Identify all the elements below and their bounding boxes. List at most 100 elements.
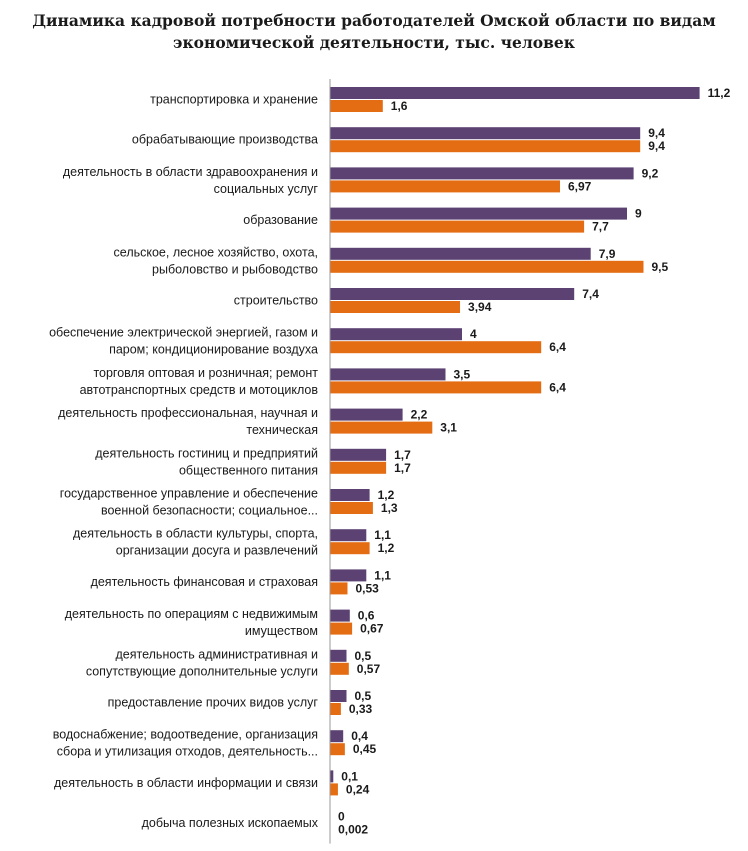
- data-label-series-2: 3,1: [440, 421, 457, 435]
- category-label-line: деятельность в области культуры, спорта,: [73, 527, 318, 541]
- chart-title-line-2: экономической деятельности, тыс. человек: [173, 33, 575, 52]
- category-label-line: имуществом: [245, 624, 318, 638]
- bar-series-1: [330, 167, 634, 180]
- category-label-line: образование: [243, 213, 318, 227]
- bar-series-1: [330, 448, 387, 461]
- data-label-series-1: 1,1: [374, 568, 391, 582]
- category-label: деятельность по операциям с недвижимым им…: [65, 607, 318, 638]
- bar-series-1: [330, 770, 334, 783]
- bar-series-2: [330, 622, 353, 635]
- category-label: транспортировка и хранение: [150, 93, 318, 107]
- data-label-series-2: 3,94: [468, 300, 492, 314]
- bar-series-1: [330, 529, 367, 542]
- category-label-line: государственное управление и обеспечение: [60, 487, 318, 501]
- category-label: водоснабжение; водоотведение, организаци…: [53, 728, 318, 759]
- data-label-series-1: 1,7: [394, 448, 411, 462]
- category-label-line: деятельность финансовая и страховая: [91, 575, 318, 589]
- category-label-line: автотранспортных средств и мотоциклов: [80, 383, 319, 397]
- chart-title-line-1: Динамика кадровой потребности работодате…: [32, 11, 716, 30]
- category-label-line: деятельность по операциям с недвижимым: [65, 607, 318, 621]
- bar-series-2: [330, 260, 644, 273]
- bar-series-2: [330, 783, 338, 796]
- category-label: деятельность финансовая и страховая: [91, 575, 318, 589]
- bar-series-2: [330, 341, 542, 354]
- bar-series-2: [330, 421, 433, 434]
- bar-series-1: [330, 730, 344, 743]
- bar-series-2: [330, 743, 345, 756]
- bar-series-2: [330, 542, 370, 555]
- category-label-line: сопутствующие дополнительные услуги: [86, 664, 318, 678]
- category-label-line: организации досуга и развлечений: [116, 544, 318, 558]
- data-label-series-2: 0,67: [360, 622, 384, 636]
- category-label-line: общественного питания: [179, 463, 318, 477]
- category-label: деятельность в области информации и связ…: [54, 776, 318, 790]
- data-label-series-2: 1,7: [394, 461, 411, 475]
- data-label-series-1: 9,4: [648, 126, 665, 140]
- data-label-series-2: 0,33: [349, 702, 373, 716]
- category-label-line: деятельность административная и: [116, 647, 319, 661]
- category-label-line: деятельность в области здравоохранения и: [63, 165, 318, 179]
- category-label: сельское, лесное хозяйство, охота, рыболо…: [114, 245, 319, 276]
- bar-series-1: [330, 649, 347, 662]
- data-label-series-1: 11,2: [708, 86, 731, 100]
- data-label-series-1: 7,9: [599, 247, 616, 261]
- category-label: государственное управление и обеспечение…: [60, 487, 318, 518]
- bar-series-2: [330, 301, 461, 313]
- category-label: деятельность в области культуры, спорта,…: [73, 527, 318, 558]
- bar-series-1: [330, 408, 403, 421]
- bar-series-1: [330, 127, 641, 140]
- bar-series-2: [330, 461, 387, 474]
- data-label-series-2: 9,5: [652, 260, 669, 274]
- data-label-series-1: 0,4: [351, 729, 368, 743]
- category-label: добыча полезных ископаемых: [142, 816, 319, 830]
- data-label-series-2: 0,53: [355, 581, 379, 595]
- data-label-series-2: 0,45: [353, 742, 377, 756]
- data-label-series-1: 2,2: [411, 408, 428, 422]
- bar-series-2: [330, 100, 383, 112]
- data-label-series-1: 0: [338, 810, 345, 824]
- category-label-line: торговля оптовая и розничная; ремонт: [93, 366, 318, 380]
- bar-series-1: [330, 288, 575, 300]
- data-label-series-1: 9,2: [642, 166, 659, 180]
- data-label-series-2: 0,57: [357, 662, 381, 676]
- bar-series-1: [330, 368, 446, 381]
- category-label-line: обеспечение электрической энергией, газо…: [49, 326, 318, 340]
- bar-series-1: [330, 207, 627, 220]
- bar-series-1: [330, 609, 350, 622]
- bar-series-2: [330, 662, 349, 675]
- data-label-series-1: 1,1: [374, 528, 391, 542]
- bar-series-2: [330, 582, 348, 595]
- data-label-series-1: 4: [470, 327, 477, 341]
- category-label: предоставление прочих видов услуг: [108, 696, 319, 710]
- data-label-series-2: 1,6: [391, 99, 408, 113]
- bar-series-2: [330, 140, 641, 153]
- data-label-series-1: 0,6: [358, 609, 375, 623]
- category-label: строительство: [234, 294, 318, 308]
- data-label-series-2: 1,3: [381, 501, 398, 515]
- bar-series-2: [330, 703, 341, 715]
- category-label-line: сельское, лесное хозяйство, охота,: [114, 245, 318, 259]
- chart-title: Динамика кадровой потребности работодате…: [0, 10, 748, 54]
- data-label-series-1: 7,4: [582, 287, 599, 301]
- bar-series-1: [330, 569, 367, 582]
- category-label: деятельность административная и сопутству…: [86, 647, 318, 678]
- data-label-series-2: 6,4: [549, 380, 566, 394]
- category-label-line: предоставление прочих видов услуг: [108, 696, 319, 710]
- category-label: деятельность гостиниц и предприятий общес…: [95, 446, 318, 477]
- bar-series-2: [330, 381, 542, 394]
- data-label-series-2: 6,4: [549, 340, 566, 354]
- category-label-line: деятельность профессиональная, научная и: [58, 406, 318, 420]
- bar-series-2: [330, 220, 585, 233]
- bar-series-1: [330, 247, 591, 260]
- data-label-series-1: 0,5: [355, 689, 372, 703]
- category-label-line: деятельность в области информации и связ…: [54, 776, 318, 790]
- data-label-series-2: 1,2: [378, 541, 395, 555]
- category-label-line: техническая: [246, 423, 318, 437]
- category-label-line: строительство: [234, 294, 318, 308]
- bar-series-1: [330, 87, 700, 99]
- category-label: торговля оптовая и розничная; ремонт авто…: [80, 366, 319, 397]
- data-label-series-2: 0,002: [338, 823, 368, 837]
- data-label-series-1: 0,5: [355, 649, 372, 663]
- category-label-line: сбора и утилизация отходов, деятельность…: [57, 745, 318, 759]
